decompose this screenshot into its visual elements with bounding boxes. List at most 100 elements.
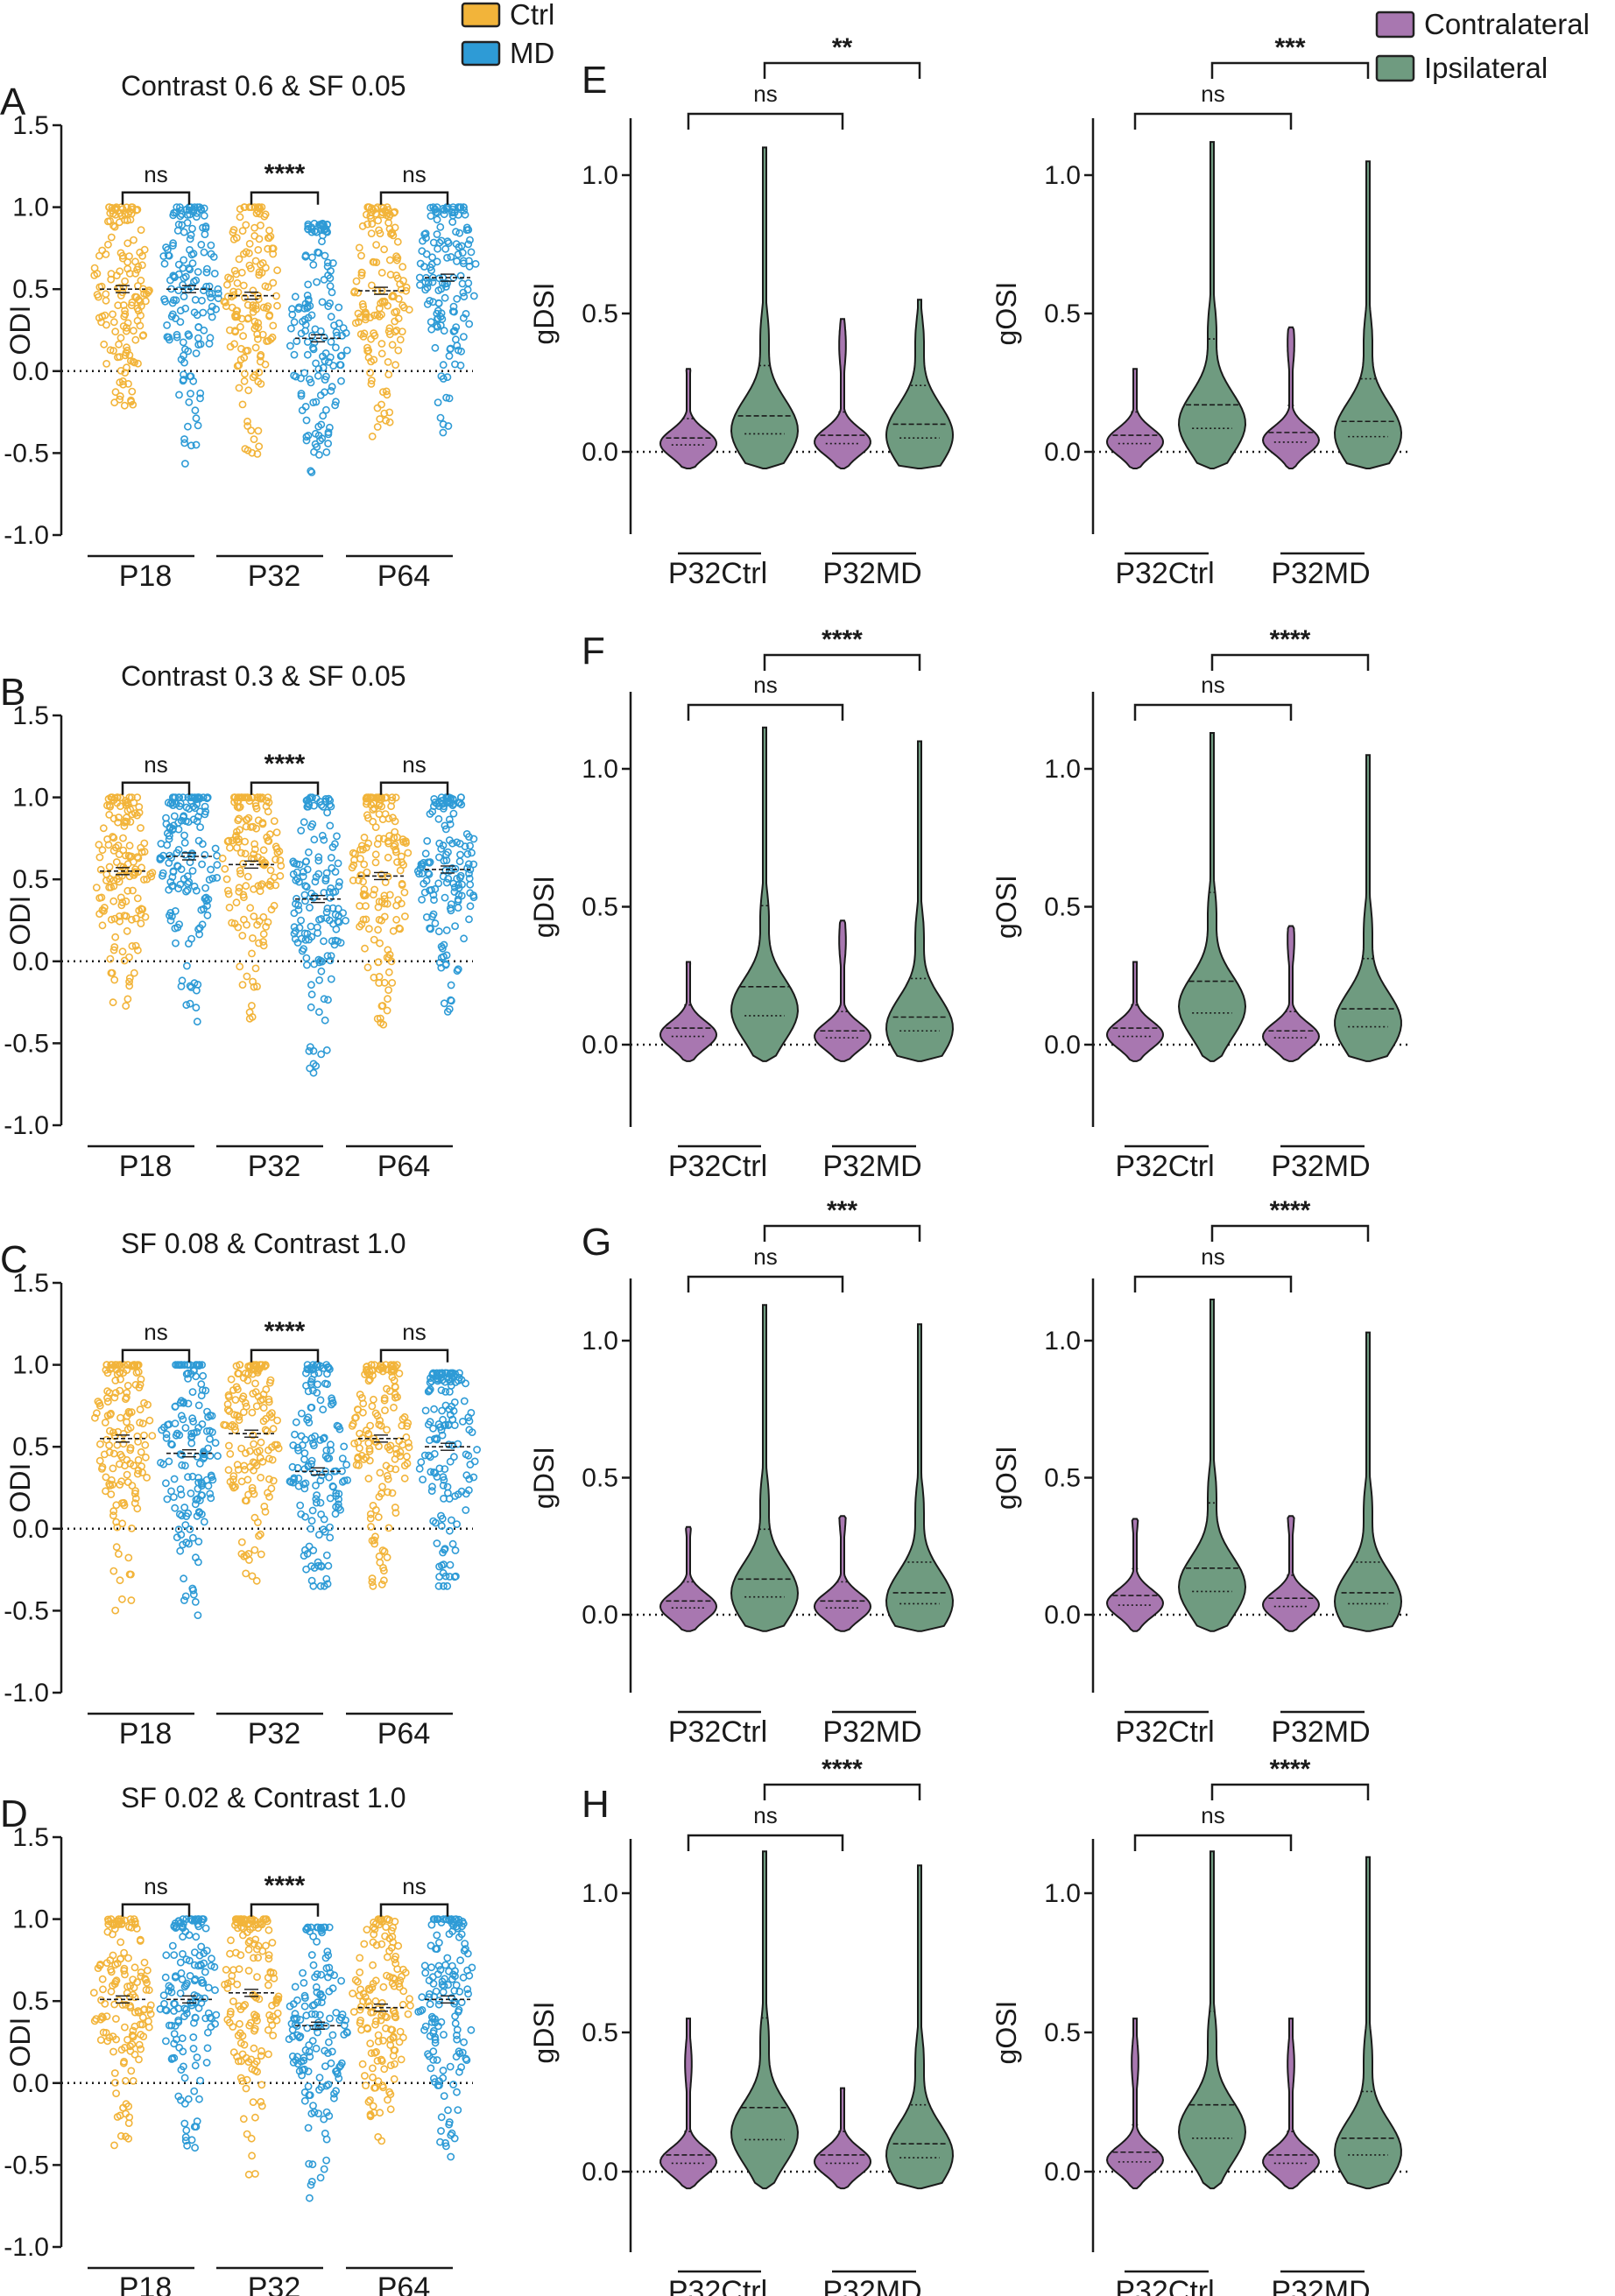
series-ctrl-p32	[221, 1915, 283, 2179]
data-point	[371, 1409, 380, 1418]
data-point	[172, 939, 180, 947]
significance-bracket	[687, 1275, 844, 1292]
data-point	[137, 311, 145, 320]
data-point	[202, 268, 211, 277]
data-point	[335, 882, 343, 891]
data-point	[195, 2095, 203, 2103]
data-point	[373, 840, 382, 849]
data-point	[194, 813, 202, 821]
data-point	[116, 334, 125, 342]
data-point	[253, 203, 262, 211]
violin-ipsilateral	[1334, 754, 1402, 1062]
data-point	[324, 996, 332, 1004]
data-point	[366, 1514, 375, 1523]
data-point	[305, 1419, 314, 1426]
data-point	[229, 2023, 237, 2031]
data-point	[373, 311, 382, 319]
data-point	[180, 439, 189, 447]
data-point	[383, 1426, 391, 1434]
data-point	[306, 904, 314, 912]
data-point	[123, 1382, 132, 1390]
data-point	[363, 793, 372, 801]
data-point	[333, 331, 342, 340]
data-point	[171, 924, 180, 933]
data-point	[373, 423, 382, 431]
data-point	[136, 1405, 145, 1414]
data-point	[449, 302, 458, 311]
y-axis-label: gOSI	[991, 1446, 1022, 1510]
data-point	[190, 2087, 199, 2095]
data-point	[313, 278, 321, 286]
data-point	[178, 1461, 187, 1469]
data-point	[133, 1432, 142, 1440]
data-point	[233, 2053, 241, 2061]
series-ctrl-p18	[90, 203, 153, 410]
data-point	[415, 273, 424, 282]
data-point	[321, 251, 329, 260]
data-point	[387, 1366, 396, 1374]
data-point	[427, 1487, 436, 1495]
data-point	[391, 1504, 399, 1511]
data-point	[441, 821, 449, 830]
data-point	[453, 1520, 461, 1528]
y-tick-label: 0.0	[582, 1601, 618, 1630]
data-point	[122, 912, 130, 920]
data-point	[357, 268, 366, 277]
data-point	[310, 1468, 319, 1477]
data-point	[328, 259, 337, 267]
data-point	[330, 840, 339, 849]
data-point	[116, 366, 125, 375]
data-point	[115, 1915, 123, 1923]
data-point	[327, 975, 335, 983]
violin-ipsilateral	[730, 1304, 800, 1632]
data-point	[286, 324, 295, 333]
data-point	[109, 2032, 117, 2040]
data-point	[302, 883, 311, 891]
data-point	[232, 832, 240, 840]
data-point	[124, 2119, 133, 2127]
data-point	[286, 1477, 294, 1486]
significance-bracket	[121, 781, 191, 795]
violin-ipsilateral	[1333, 160, 1403, 469]
group-label: P32MD	[1271, 1150, 1370, 1183]
data-point	[241, 1466, 249, 1474]
data-point	[457, 2063, 465, 2072]
data-point	[434, 853, 443, 862]
data-point	[309, 260, 318, 269]
data-point	[427, 1941, 435, 1950]
data-point	[389, 926, 398, 935]
data-point	[174, 2092, 183, 2101]
data-point	[191, 406, 200, 415]
data-point	[464, 240, 473, 249]
data-point	[311, 2010, 320, 2018]
data-point	[350, 849, 359, 858]
data-point	[318, 237, 326, 246]
data-point	[254, 1919, 262, 1928]
data-point	[247, 2134, 256, 2143]
data-point	[300, 369, 308, 377]
data-point	[131, 257, 139, 266]
data-point	[119, 1430, 128, 1438]
data-point	[376, 1416, 384, 1425]
data-point	[463, 864, 471, 872]
data-point	[377, 1918, 386, 1926]
data-point	[450, 307, 458, 316]
data-point	[329, 1483, 337, 1491]
data-point	[436, 1966, 445, 1974]
data-point	[326, 1440, 335, 1449]
data-point	[259, 930, 268, 939]
data-point	[102, 1361, 111, 1369]
data-point	[111, 327, 120, 336]
data-point	[174, 220, 183, 229]
data-point	[327, 952, 335, 960]
data-point	[165, 1982, 173, 1990]
data-point	[242, 2053, 250, 2062]
data-point	[357, 2025, 365, 2034]
data-point	[257, 2081, 266, 2089]
data-point	[186, 265, 194, 274]
series-md-p32	[289, 793, 349, 1077]
data-point	[116, 267, 124, 276]
data-point	[312, 1361, 321, 1369]
data-point	[414, 2007, 423, 2016]
